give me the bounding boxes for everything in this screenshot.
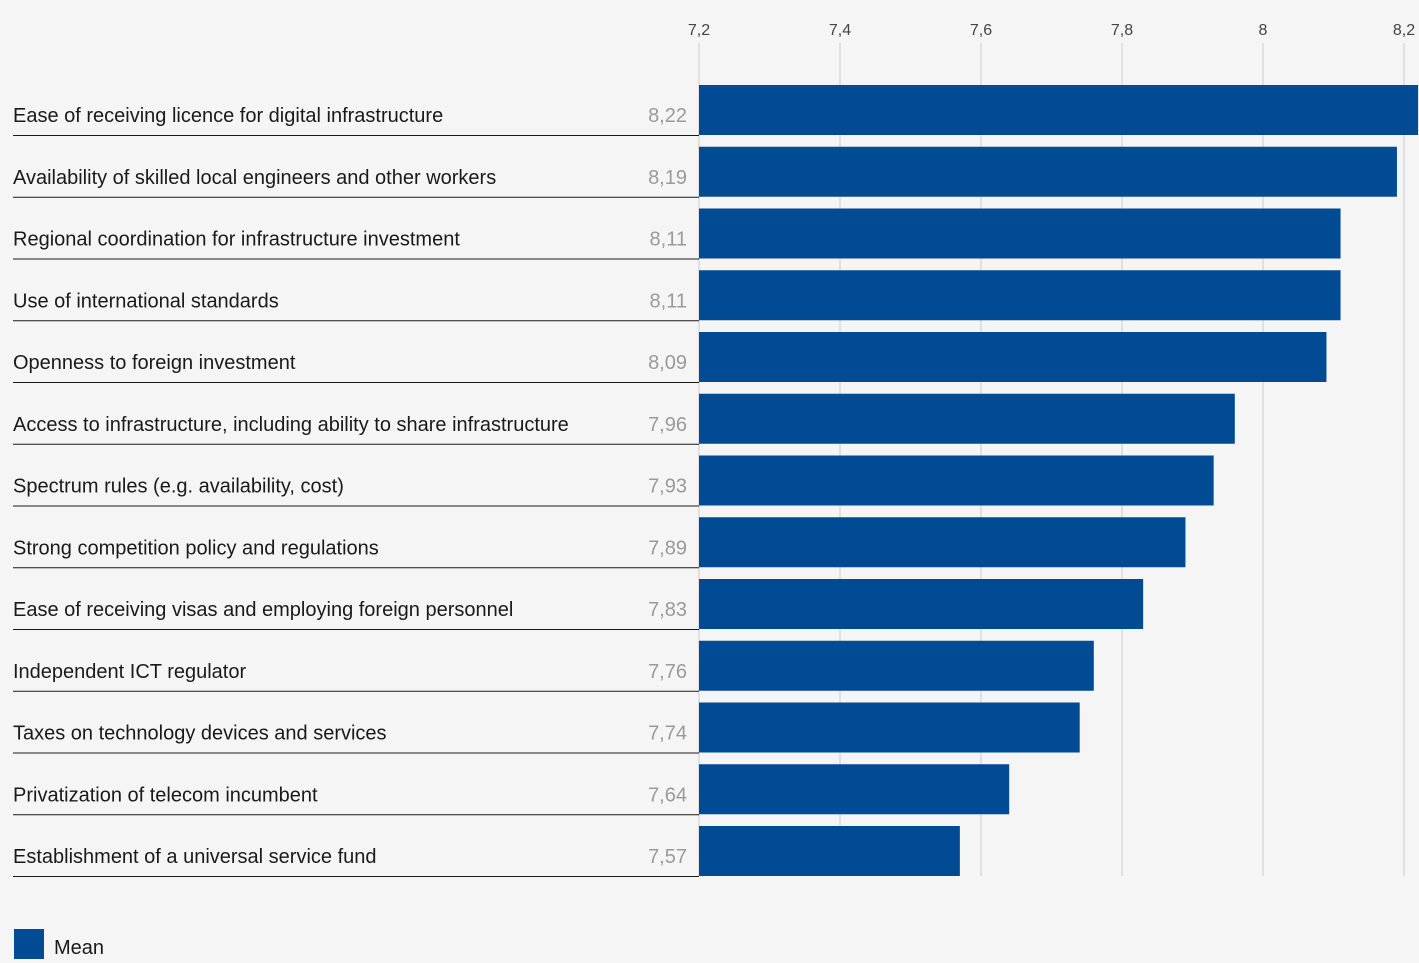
bar <box>699 640 1094 691</box>
value-label: 8,11 <box>650 290 687 312</box>
legend-swatch <box>14 929 44 959</box>
x-tick-label: 8,2 <box>1393 22 1415 39</box>
legend-label: Mean <box>54 937 105 959</box>
bar <box>699 332 1327 382</box>
value-label: 7,83 <box>648 599 687 621</box>
legend: Mean <box>14 929 104 959</box>
category-label: Independent ICT regulator <box>13 661 246 683</box>
row-labels: Ease of receiving licence for digital in… <box>13 105 699 877</box>
category-label: Privatization of telecom incumbent <box>13 784 318 806</box>
value-label: 7,57 <box>648 846 687 868</box>
category-label: Ease of receiving visas and employing fo… <box>13 599 513 621</box>
category-label: Ease of receiving licence for digital in… <box>13 105 443 127</box>
x-tick-label: 7,4 <box>829 22 851 39</box>
x-axis-ticks: 7,2 7,4 7,6 7,8 8 8,2 <box>688 22 1415 39</box>
value-label: 7,89 <box>648 537 687 559</box>
x-tick-label: 7,8 <box>1111 22 1133 39</box>
x-tick-label: 7,2 <box>688 22 710 39</box>
value-label: 7,96 <box>648 414 687 436</box>
bar <box>699 826 960 876</box>
value-label: 7,64 <box>648 784 687 806</box>
bar <box>699 393 1235 444</box>
category-label: Access to infrastructure, including abil… <box>13 414 569 436</box>
bar <box>699 764 1010 815</box>
x-tick-label: 8 <box>1259 22 1268 39</box>
category-label: Establishment of a universal service fun… <box>13 846 377 868</box>
value-label: 7,76 <box>648 661 687 683</box>
value-label: 8,11 <box>650 229 687 251</box>
bar <box>699 579 1144 629</box>
value-label: 7,74 <box>648 723 687 745</box>
bar <box>699 85 1419 135</box>
bar <box>699 208 1341 259</box>
bar <box>699 146 1397 197</box>
category-label: Use of international standards <box>13 290 279 312</box>
bars <box>699 85 1419 876</box>
category-label: Strong competition policy and regulation… <box>13 537 379 559</box>
category-label: Regional coordination for infrastructure… <box>13 229 460 251</box>
bar <box>699 517 1186 568</box>
bar <box>699 702 1080 753</box>
value-label: 8,19 <box>648 167 687 189</box>
category-label: Availability of skilled local engineers … <box>13 167 496 189</box>
bar <box>699 270 1341 321</box>
category-label: Openness to foreign investment <box>13 352 296 374</box>
value-label: 7,93 <box>648 476 687 498</box>
category-label: Taxes on technology devices and services <box>13 723 387 745</box>
category-label: Spectrum rules (e.g. availability, cost) <box>13 476 344 498</box>
bar <box>699 455 1214 506</box>
value-label: 8,22 <box>648 105 687 127</box>
value-label: 8,09 <box>648 352 687 374</box>
x-tick-label: 7,6 <box>970 22 992 39</box>
